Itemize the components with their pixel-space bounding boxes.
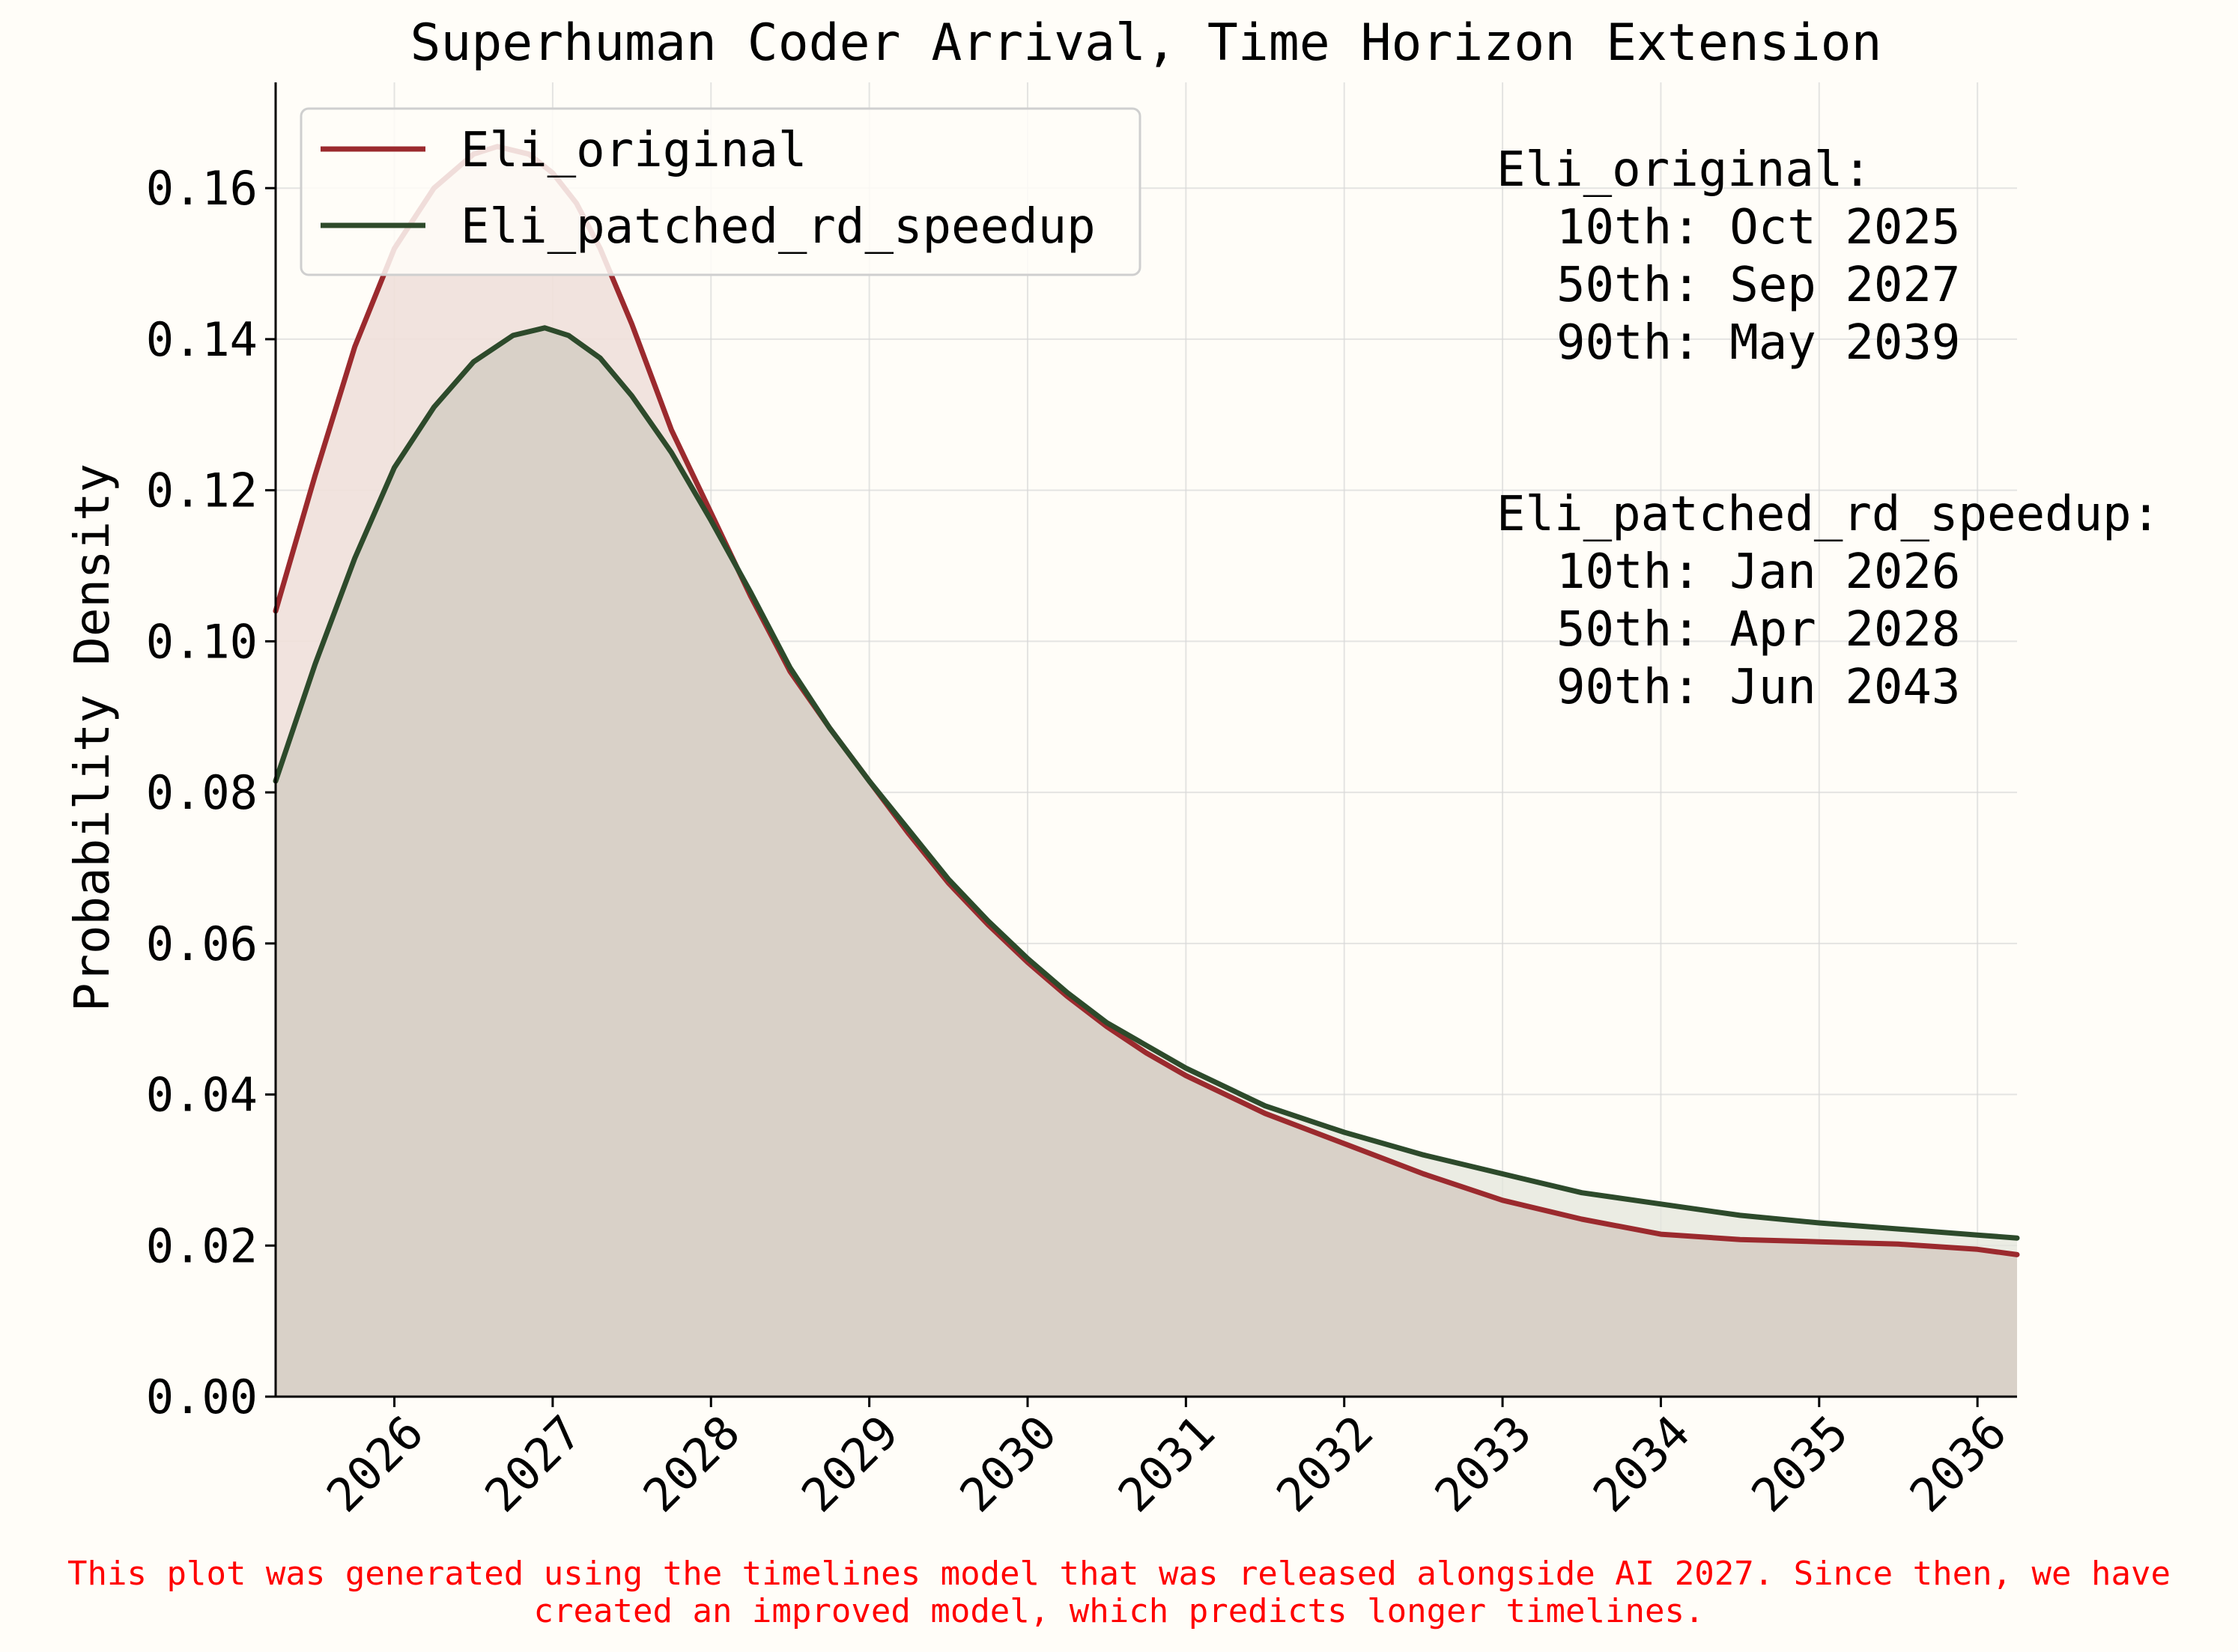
legend-label-eli-original: Eli_original [461, 123, 807, 178]
chart-title: Superhuman Coder Arrival, Time Horizon E… [410, 13, 1881, 73]
legend-box [300, 107, 1141, 276]
annotation-eli-patched-10th: 10th: Jan 2026 [1556, 544, 1960, 600]
area-fill-overlap [276, 327, 2017, 1397]
y-tick-label-0.06: 0.06 [146, 917, 258, 971]
annotation-eli-patched-header: Eli_patched_rd_speedup: [1496, 487, 2160, 542]
y-tick-label-0.00: 0.00 [146, 1370, 258, 1424]
axes [274, 82, 2017, 1398]
grid [276, 82, 2017, 1397]
percentile-annotations: Eli_original: 10th: Oct 2025 50th: Sep 2… [1496, 142, 2160, 715]
y-axis-label: Probability Density [65, 464, 121, 1012]
y-tick-label-0.10: 0.10 [146, 614, 258, 669]
area-fills [276, 146, 2017, 1397]
y-tick-label-0.04: 0.04 [146, 1068, 258, 1123]
annotation-eli-patched-50th: 50th: Apr 2028 [1556, 602, 1960, 658]
y-tick-label-0.16: 0.16 [146, 161, 258, 216]
annotation-eli-patched-90th: 90th: Jun 2043 [1556, 660, 1960, 715]
footnote: This plot was generated using the timeli… [67, 1555, 2171, 1630]
series-line-eli-patched-rd-speedup [273, 325, 2020, 1241]
annotation-eli-original-header: Eli_original: [1496, 142, 1872, 198]
annotation-eli-original-90th: 90th: May 2039 [1556, 315, 1960, 371]
footnote-line-2: created an improved model, which predict… [534, 1592, 1705, 1630]
footnote-line-1: This plot was generated using the timeli… [67, 1555, 2171, 1593]
y-axis-ticks: 0.00 0.02 0.04 0.06 0.08 0.10 0.12 0.14 0.16 [146, 161, 276, 1424]
legend-label-eli-patched-rd-speedup: Eli_patched_rd_speedup [461, 199, 1096, 255]
y-tick-label-0.12: 0.12 [146, 464, 258, 518]
annotation-eli-original-10th: 10th: Oct 2025 [1556, 200, 1960, 255]
annotation-eli-original-50th: 50th: Sep 2027 [1556, 258, 1960, 313]
y-tick-label-0.08: 0.08 [146, 765, 258, 820]
y-tick-label-0.02: 0.02 [146, 1218, 258, 1273]
y-tick-label-0.14: 0.14 [146, 312, 258, 367]
legend: Eli_original Eli_patched_rd_speedup [300, 107, 1141, 276]
